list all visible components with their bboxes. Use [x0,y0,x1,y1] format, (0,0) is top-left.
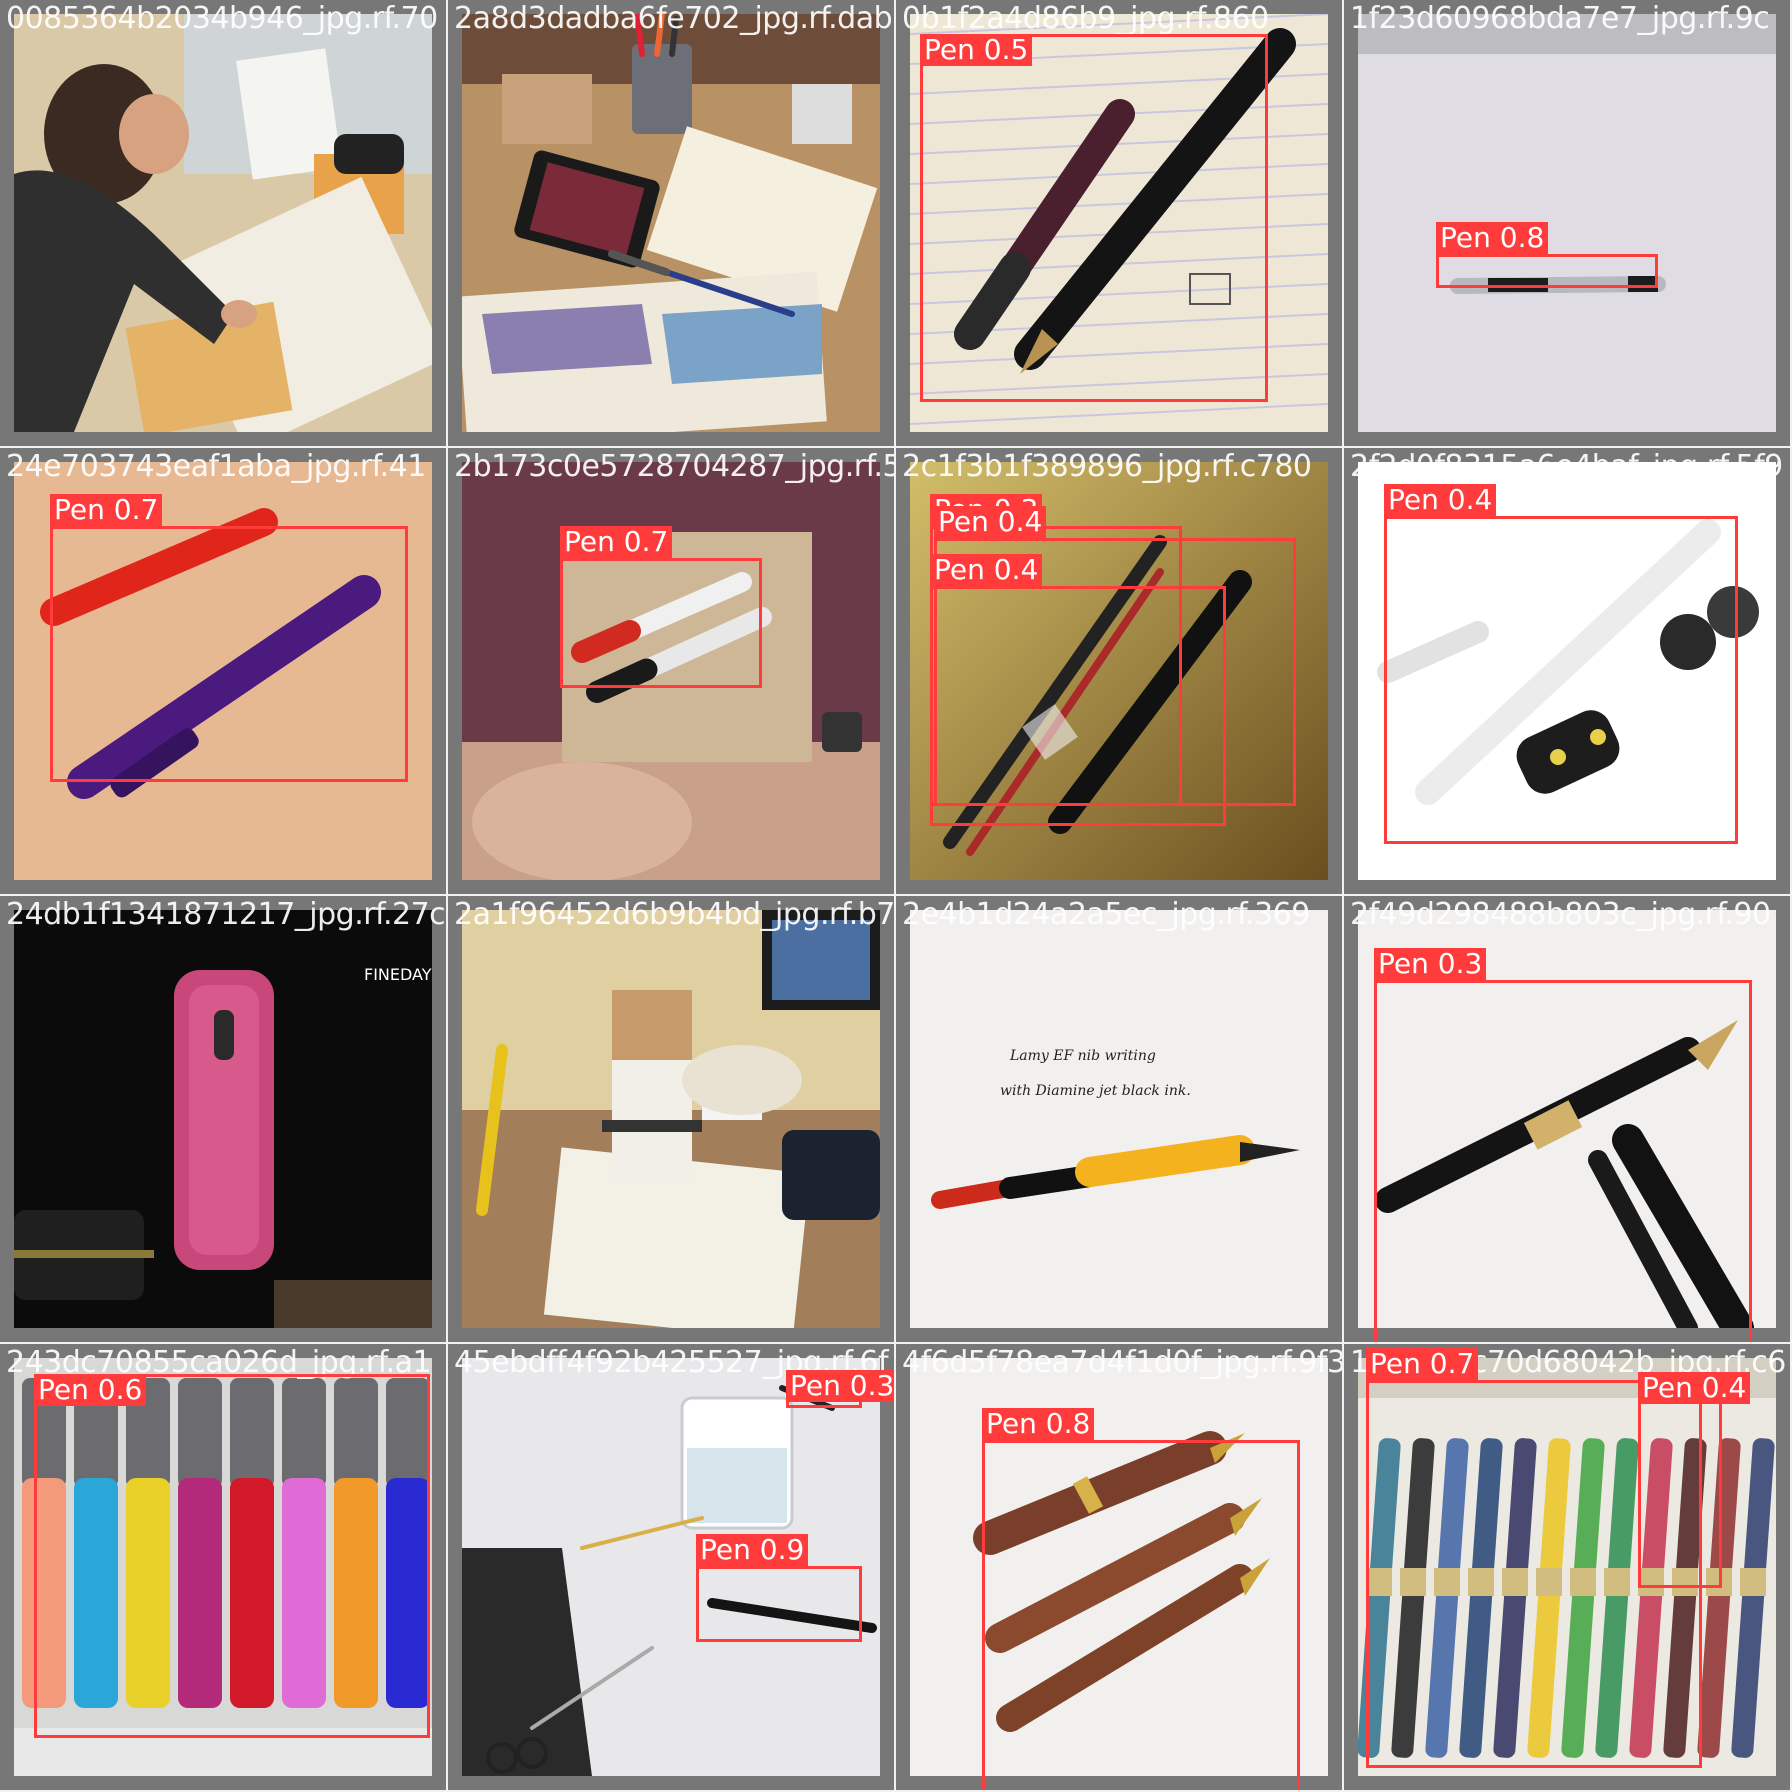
handwritten-note: with Diamine jet black ink. [1000,1083,1191,1099]
tile-photo: FINEDAY [14,910,432,1328]
detection-box: Pen 0.4 [934,506,1296,806]
detection-label: Pen 0.8 [982,1408,1095,1440]
tile-filename: 24db1f1341871217_jpg.rf.27c [6,897,446,932]
detection-box: Pen 0.7 [50,494,408,782]
image-tile: 1f23d60968bda7e7_jpg.rf.9c Pen 0.8 [1344,0,1792,448]
image-tile: Lamy EF nib writing with Diamine jet bla… [896,896,1344,1344]
detection-box: Pen 0.5 [920,34,1268,402]
detection-box: Pen 0.4 [1638,1372,1751,1588]
tile-photo [910,462,1328,880]
tile-filename: 1f23d60968bda7e7_jpg.rf.9c [1350,1,1770,36]
detection-label: Pen 0.7 [50,494,163,526]
tile-filename: 2b173c0e5728704287_jpg.rf.599 [454,449,896,484]
tile-filename: 2f2d0f8315a6e4baf_jpg.rf.5f9 [1350,449,1783,484]
detection-box: Pen 0.7 [560,526,762,688]
detection-label: Pen 0.4 [930,554,1043,586]
tile-photo [910,14,1328,432]
image-tile: 0b1f2a4d86b9_jpg.rf.860 Pen 0.5 [896,0,1344,448]
detection-box: Pen 0.4 [1384,484,1738,844]
tile-photo [14,462,432,880]
image-tile: 2f2d0f8315a6e4baf_jpg.rf.5f9 Pen 0.4 [1344,448,1792,896]
handwritten-note: Lamy EF nib writing [1009,1048,1156,1064]
detection-label: Pen 0.4 [1638,1372,1751,1404]
tile-filename: 2a8d3dadba6fe702_jpg.rf.dab2 [454,1,896,36]
detection-label: Pen 0.9 [696,1534,809,1566]
detection-label: Pen 0.3 [786,1370,894,1402]
tile-photo [462,14,880,432]
tile-filename: 0085364b2034b946_jpg.rf.70 [6,1,438,36]
tile-filename: 2c1f3b1f389896_jpg.rf.c780 [902,449,1312,484]
tile-photo: Lamy EF nib writing with Diamine jet bla… [910,910,1328,1328]
detection-box: Pen 0.7 [1366,1348,1702,1768]
detection-box: Pen 0.8 [1436,222,1658,288]
image-tile: 2a8d3dadba6fe702_jpg.rf.dab2 [448,0,896,448]
detection-label: Pen 0.8 [1436,222,1549,254]
detection-box: Pen 0.3 [786,1370,894,1408]
tile-photo [1358,462,1776,880]
tile-photo [910,1358,1328,1776]
tile-filename: 2e4b1d24a2a5ec_jpg.rf.369 [902,897,1310,932]
image-tile: FINEDAY 24db1f1341871217_jpg.rf.27c [0,896,448,1344]
tile-photo [14,14,432,432]
detection-box: Pen 0.6 [34,1374,430,1738]
detection-box: Pen 0.9 [696,1534,862,1642]
detection-label: Pen 0.7 [560,526,673,558]
image-tile: 243dc70855ca026d_jpg.rf.a1 Pen 0.6 [0,1344,448,1792]
image-tile: 2a1f96452d6b9b4bd_jpg.rf.b7d [448,896,896,1344]
image-tile: 24e703743eaf1aba_jpg.rf.41 Pen 0.7 [0,448,448,896]
detection-label: Pen 0.3 [1374,948,1487,980]
tile-filename: 0b1f2a4d86b9_jpg.rf.860 [902,1,1269,36]
detection-label: Pen 0.5 [920,34,1033,66]
detection-box: Pen 0.8 [982,1408,1300,1790]
tile-filename: 4f6d5f78ea7d4f1d0f_jpg.rf.9f3 [902,1345,1344,1380]
image-tile: 1f4e2b8c70d68042b_jpg.rf.c6 Pen 0.7 Pen 0.… [1344,1344,1792,1792]
detection-box: Pen 0.3 [1374,948,1752,1342]
image-tile: 2b173c0e5728704287_jpg.rf.599 Pen 0.7 [448,448,896,896]
image-tile: 45ebdff4f92b425527_jpg.rf.6f Pen 0.3 Pen 0… [448,1344,896,1792]
detection-label: Pen 0.7 [1366,1348,1479,1380]
tile-filename: 2f49d298488b803c_jpg.rf.90 [1350,897,1771,932]
tile-filename: 2a1f96452d6b9b4bd_jpg.rf.b7d [454,897,896,932]
tile-photo [462,910,880,1328]
brand-text: FINEDAY [364,965,432,984]
tile-photo [1358,14,1776,432]
tile-photo [1358,1358,1776,1776]
image-tile: 2f49d298488b803c_jpg.rf.90 Pen 0.3 [1344,896,1792,1344]
tile-filename: 24e703743eaf1aba_jpg.rf.41 [6,449,426,484]
image-tile: 0085364b2034b946_jpg.rf.70 [0,0,448,448]
detection-box: Pen 0.4 [930,554,1226,826]
image-tile: 4f6d5f78ea7d4f1d0f_jpg.rf.9f3 Pen 0.8 [896,1344,1344,1792]
detection-label: Pen 0.4 [1384,484,1497,516]
detection-label: Pen 0.6 [34,1374,147,1406]
detection-label: Pen 0.4 [934,506,1047,538]
